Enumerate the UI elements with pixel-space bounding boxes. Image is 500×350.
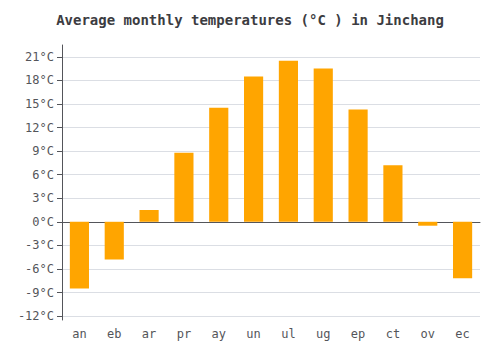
- svg-text:eb: eb: [107, 327, 121, 341]
- svg-text:0°C: 0°C: [32, 215, 54, 229]
- svg-text:Average monthly temperatures (: Average monthly temperatures (°C ) in Ji…: [56, 12, 444, 28]
- svg-text:ay: ay: [212, 327, 226, 341]
- svg-text:18°C: 18°C: [25, 73, 54, 87]
- svg-text:ar: ar: [142, 327, 156, 341]
- svg-text:-12°C: -12°C: [18, 309, 54, 323]
- svg-text:ug: ug: [316, 327, 330, 341]
- svg-text:-3°C: -3°C: [25, 238, 54, 252]
- svg-text:-9°C: -9°C: [25, 286, 54, 300]
- svg-text:6°C: 6°C: [32, 168, 54, 182]
- svg-text:ec: ec: [455, 327, 469, 341]
- svg-text:3°C: 3°C: [32, 191, 54, 205]
- svg-text:an: an: [72, 327, 86, 341]
- svg-text:ov: ov: [421, 327, 435, 341]
- svg-text:ep: ep: [351, 327, 365, 341]
- svg-text:21°C: 21°C: [25, 50, 54, 64]
- svg-text:pr: pr: [177, 327, 191, 341]
- svg-text:ul: ul: [281, 327, 295, 341]
- svg-text:9°C: 9°C: [32, 144, 54, 158]
- svg-text:un: un: [246, 327, 260, 341]
- svg-text:15°C: 15°C: [25, 97, 54, 111]
- svg-text:ct: ct: [386, 327, 400, 341]
- svg-text:12°C: 12°C: [25, 121, 54, 135]
- svg-text:-6°C: -6°C: [25, 262, 54, 276]
